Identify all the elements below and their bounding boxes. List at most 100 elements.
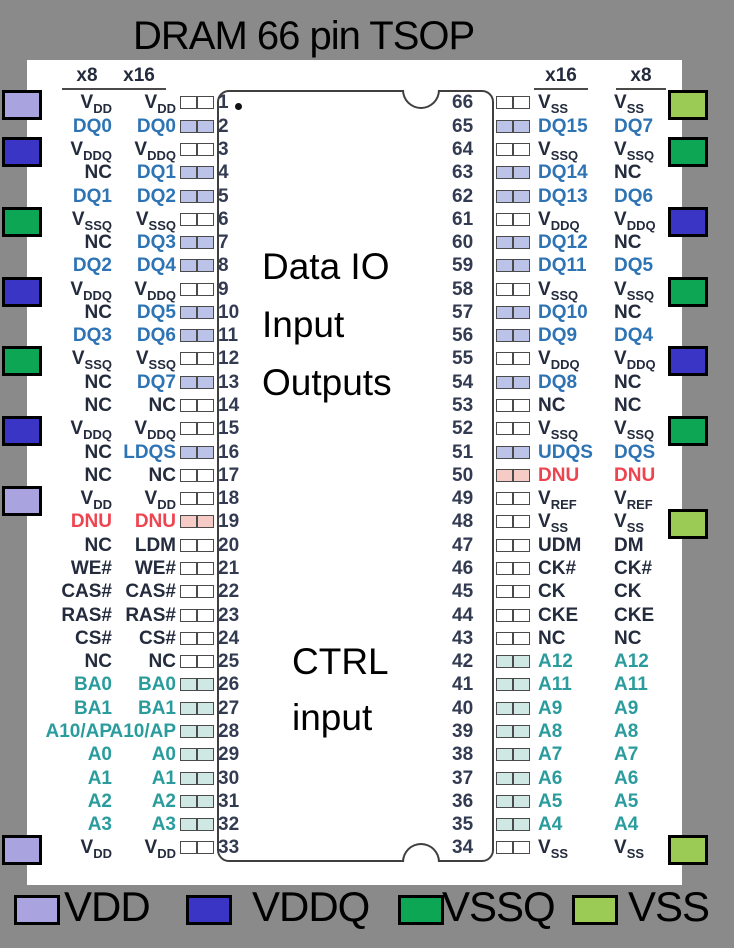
pin-label-right-x8: VSSQ bbox=[614, 418, 655, 443]
pin-label-left-x8: WE# bbox=[70, 558, 112, 579]
pin-label-right-x16: NC bbox=[538, 395, 566, 417]
pin-label-right-x16: VSSQ bbox=[538, 418, 579, 443]
pin-pad bbox=[180, 701, 214, 715]
pin-label-right-x16: DQ9 bbox=[538, 325, 578, 347]
pin-label-left-x8: NC bbox=[84, 395, 112, 417]
pin-number: 8 bbox=[218, 255, 229, 277]
pin-label-left-x16: VSSQ bbox=[135, 348, 176, 373]
pin-label-left-x16: DQ3 bbox=[136, 232, 176, 254]
pin-label-left-x8: DQ1 bbox=[72, 185, 112, 207]
pin-number: 22 bbox=[218, 581, 240, 603]
pin-pad bbox=[496, 608, 530, 622]
pin-pad bbox=[180, 515, 214, 529]
pin-pad bbox=[496, 259, 530, 273]
pin-label-right-x8: A4 bbox=[614, 814, 639, 836]
pin-label-left-x8: DQ2 bbox=[72, 255, 112, 277]
pin-label-right-x16: CK bbox=[538, 581, 566, 603]
pin-label-right-x16: DQ14 bbox=[538, 162, 588, 184]
pin-label-left-x8: VDDQ bbox=[70, 278, 112, 303]
pin-label-right-x8: VSSQ bbox=[614, 278, 655, 303]
pin-label-left-x8: CS# bbox=[75, 627, 112, 649]
pin-label-right-x16: NC bbox=[538, 627, 566, 649]
pin-label-right-x8: CKE bbox=[614, 604, 655, 626]
pin-label-left-x8: NC bbox=[84, 371, 112, 393]
pin-number: 63 bbox=[452, 162, 474, 184]
pin-label-left-x16: RAS# bbox=[125, 604, 176, 626]
pin-pad bbox=[496, 189, 530, 203]
chip-body bbox=[217, 90, 494, 862]
pin-number: 52 bbox=[452, 418, 474, 440]
pin-number: 30 bbox=[218, 767, 240, 789]
pin-label-right-x8: NC bbox=[614, 371, 642, 393]
edge-square-vddq bbox=[668, 206, 708, 237]
pin-pad bbox=[180, 631, 214, 645]
pin-label-right-x8: A7 bbox=[614, 744, 639, 766]
legend-swatch-vdd bbox=[14, 895, 60, 925]
pin-pad bbox=[496, 445, 530, 459]
legend-label-vdd: VDD bbox=[64, 883, 151, 930]
pin-number: 14 bbox=[218, 395, 240, 417]
pin-label-right-x8: NC bbox=[614, 232, 642, 254]
edge-square-vddq bbox=[2, 276, 42, 307]
pin-number: 56 bbox=[452, 325, 474, 347]
pin-number: 25 bbox=[218, 651, 240, 673]
pin-label-right-x8: A8 bbox=[614, 720, 639, 742]
pin-label-left-x16: DQ6 bbox=[136, 325, 176, 347]
pin-number: 53 bbox=[452, 395, 474, 417]
pin-pad bbox=[496, 166, 530, 180]
pin-label-left-x16: A2 bbox=[151, 790, 176, 812]
pin-label-right-x16: VSS bbox=[538, 92, 569, 117]
pin-label-right-x8: CK# bbox=[614, 558, 653, 579]
pin-pad bbox=[180, 585, 214, 599]
pin-label-left-x16: CAS# bbox=[125, 581, 176, 603]
pin-label-right-x8: DQS bbox=[614, 441, 656, 463]
pin-label-right-x16: A11 bbox=[538, 674, 572, 696]
pin-pad bbox=[496, 468, 530, 482]
pin-label-left-x8: VSSQ bbox=[71, 348, 112, 373]
pin-number: 21 bbox=[218, 558, 240, 579]
pin-number: 18 bbox=[218, 488, 240, 510]
legend-swatch-vss bbox=[572, 895, 618, 925]
pin-pad bbox=[496, 655, 530, 669]
pin-pad bbox=[496, 119, 530, 133]
pin-number: 6 bbox=[218, 208, 229, 230]
pin-label-right-x16: DQ13 bbox=[538, 185, 588, 207]
pin-label-right-x16: DQ12 bbox=[538, 232, 588, 254]
pin-label-left-x16: A10/AP bbox=[109, 720, 176, 742]
pin-pad bbox=[496, 305, 530, 319]
pin-label-right-x16: VSSQ bbox=[538, 278, 579, 303]
legend-label-vddq: VDDQ bbox=[252, 883, 370, 930]
pin-label-right-x8: VSS bbox=[614, 92, 645, 117]
pin-pad bbox=[496, 422, 530, 436]
pin-pad bbox=[180, 305, 214, 319]
pin-label-left-x8: A1 bbox=[87, 767, 112, 789]
pin-label-left-x8: DQ3 bbox=[72, 325, 112, 347]
pin-label-left-x8: NC bbox=[84, 441, 112, 463]
pin-pad bbox=[180, 818, 214, 832]
pin-label-right-x16: VSS bbox=[538, 511, 569, 536]
pin1-marker-dot-icon bbox=[235, 103, 242, 110]
pin-number: 26 bbox=[218, 674, 240, 696]
pin-pad bbox=[496, 724, 530, 738]
pin-label-right-x16: DQ10 bbox=[538, 301, 588, 323]
pin-label-right-x8: A5 bbox=[614, 790, 639, 812]
edge-square-vssq bbox=[668, 416, 708, 447]
pin-number: 31 bbox=[218, 790, 240, 812]
pin-label-left-x8: RAS# bbox=[61, 604, 112, 626]
pin-number: 33 bbox=[218, 837, 240, 859]
pin-label-right-x8: VSS bbox=[614, 837, 645, 862]
column-header-right-x8: x8 bbox=[616, 64, 666, 90]
pin-number: 16 bbox=[218, 441, 240, 463]
pin-label-left-x8: VSSQ bbox=[71, 208, 112, 233]
pin-label-left-x8: A0 bbox=[87, 744, 112, 766]
pin-pad bbox=[180, 399, 214, 413]
pin-number: 58 bbox=[452, 278, 474, 300]
pin-label-left-x16: VDDQ bbox=[134, 138, 176, 163]
edge-square-vss bbox=[668, 509, 708, 540]
pin-label-left-x8: BA1 bbox=[73, 697, 112, 719]
pin-label-right-x16: DNU bbox=[538, 464, 580, 486]
pin-number: 24 bbox=[218, 627, 240, 649]
edge-square-vddq bbox=[2, 416, 42, 447]
pin-pad bbox=[180, 189, 214, 203]
pin-pad bbox=[496, 96, 530, 110]
